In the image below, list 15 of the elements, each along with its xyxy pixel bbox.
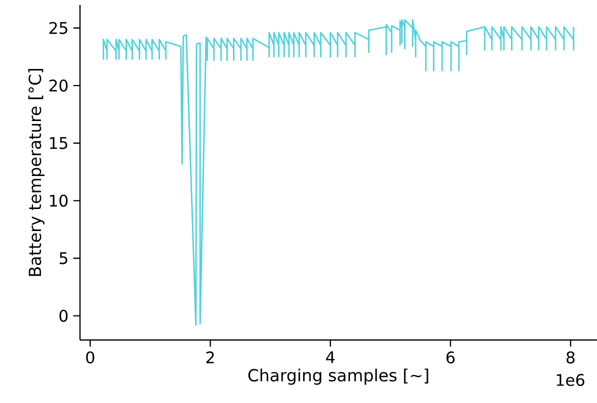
- line-series: [102, 19, 574, 326]
- x-tick-label: 0: [86, 351, 94, 364]
- y-tick-label: 25: [49, 22, 68, 34]
- y-tick-label: 20: [49, 80, 68, 92]
- x-axis-title: Charging samples [~]: [248, 368, 428, 385]
- x-tick-label: 6: [446, 351, 455, 364]
- x-tick-label: 2: [206, 351, 214, 364]
- x-tick-label: 8: [566, 351, 575, 364]
- text: 1e6: [556, 374, 584, 386]
- y-tick-label: 0: [59, 310, 68, 322]
- y-tick-label: 10: [50, 194, 68, 207]
- x-tick-label: 4: [326, 351, 335, 364]
- y-tick-label: 15: [50, 137, 68, 150]
- y-tick-label: 5: [60, 252, 68, 264]
- y-axis-title: Battery temperature [°C]: [28, 68, 44, 276]
